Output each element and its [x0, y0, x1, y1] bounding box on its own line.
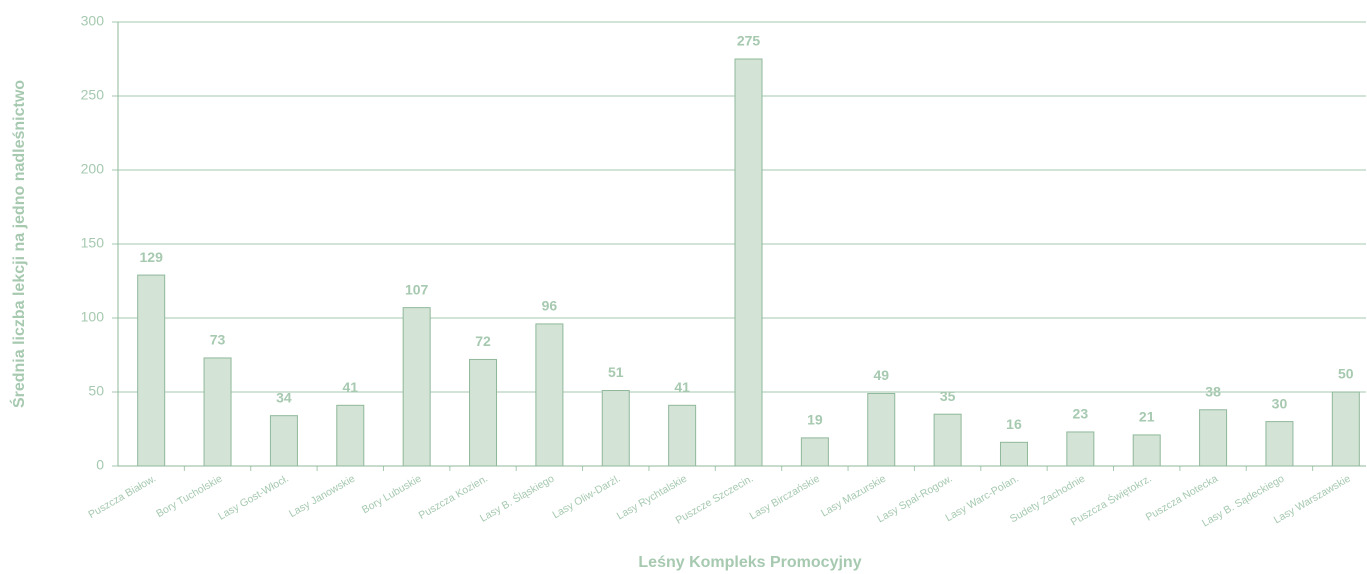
value-label: 19: [807, 412, 823, 428]
value-label: 50: [1338, 366, 1354, 382]
x-tick-label: Lasy Oliw-Darżl.: [550, 473, 622, 522]
y-tick-label: 0: [96, 457, 104, 473]
bar: [1066, 431, 1095, 467]
value-label: 38: [1205, 383, 1221, 399]
y-tick-label: 300: [81, 13, 105, 29]
bar: [800, 437, 829, 467]
bar: [867, 392, 896, 467]
value-label: 49: [873, 367, 889, 383]
bar: [535, 323, 564, 467]
bar: [1132, 434, 1161, 467]
bar: [668, 404, 697, 467]
bar: [137, 274, 166, 467]
bar: [402, 307, 431, 467]
value-label: 23: [1073, 406, 1089, 422]
x-tick-label: Lasy B. Śląskiego: [477, 472, 556, 525]
bar: [734, 58, 763, 467]
x-tick-label: Bory Lubuskie: [360, 473, 424, 517]
x-tick-label: Lasy Birczańskie: [748, 473, 822, 523]
bar: [336, 404, 365, 467]
value-label: 275: [737, 33, 761, 49]
value-label: 30: [1272, 395, 1288, 411]
x-tick-label: Puszcza Białow.: [86, 473, 158, 521]
x-axis-title: Leśny Kompleks Promocyjny: [638, 554, 861, 571]
bar: [601, 390, 630, 467]
y-tick-label: 200: [81, 161, 105, 177]
value-label: 41: [343, 379, 359, 395]
value-label: 41: [674, 379, 690, 395]
value-label: 34: [276, 389, 292, 405]
y-tick-label: 50: [88, 383, 104, 399]
value-label: 129: [140, 249, 164, 265]
value-label: 16: [1006, 416, 1022, 432]
value-label: 72: [475, 333, 491, 349]
bar: [933, 413, 962, 467]
value-label: 107: [405, 281, 429, 297]
value-label: 51: [608, 364, 624, 380]
bar: [1265, 421, 1294, 467]
y-tick-label: 100: [81, 309, 105, 325]
x-tick-label: Lasy Spal-Rogow.: [875, 473, 954, 526]
bar: [269, 415, 298, 467]
value-label: 96: [542, 298, 558, 314]
y-tick-label: 250: [81, 87, 105, 103]
x-tick-label: Bory Tucholskie: [154, 473, 224, 521]
bar: [203, 357, 232, 467]
bar: [999, 441, 1028, 467]
x-tick-label: Lasy Janowskie: [287, 473, 357, 521]
y-axis-title: Średnia liczba lekcji na jedno nadleśnic…: [9, 80, 28, 408]
x-tick-label: Lasy Gost-Włocł.: [216, 473, 291, 523]
bar: [469, 358, 498, 467]
bar: [1199, 409, 1228, 467]
value-label: 35: [940, 388, 956, 404]
bar: [1331, 391, 1360, 467]
value-label: 73: [210, 332, 226, 348]
value-label: 21: [1139, 409, 1155, 425]
y-tick-label: 150: [81, 235, 105, 251]
